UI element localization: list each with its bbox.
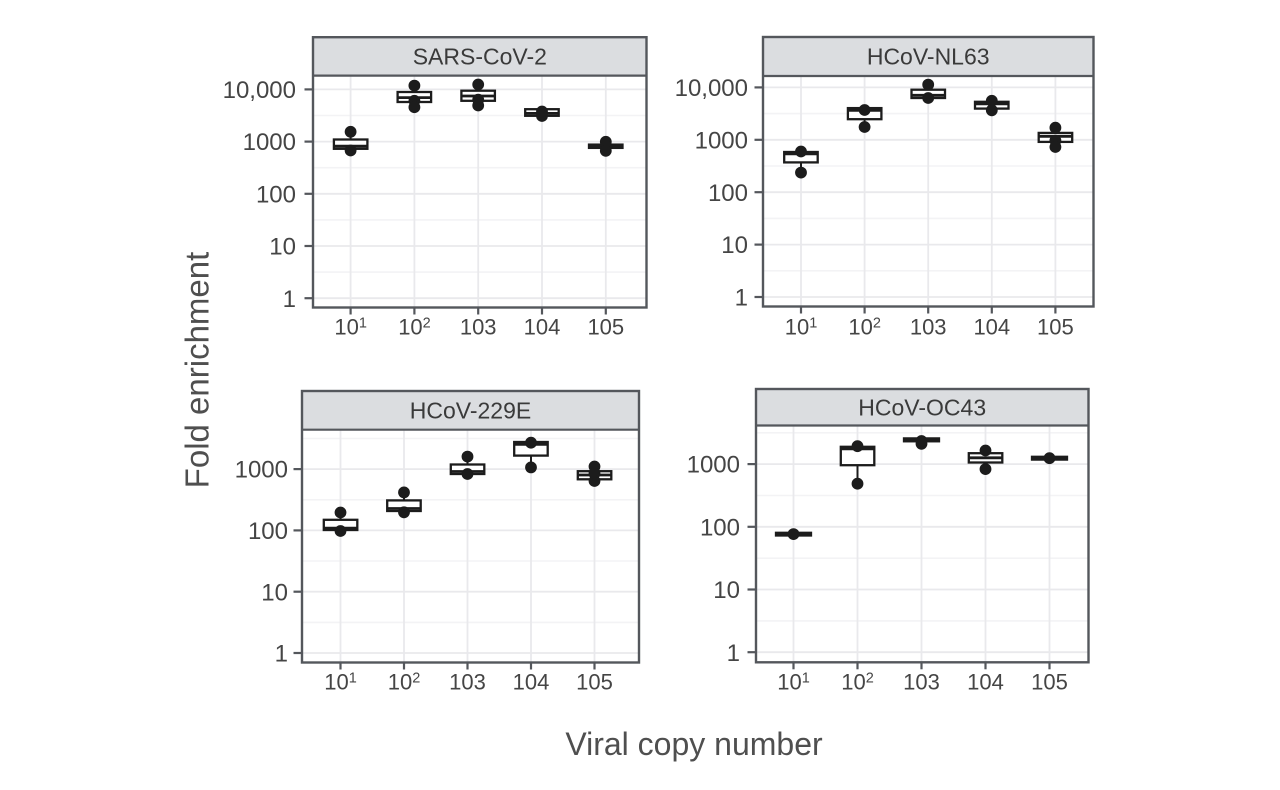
svg-text:1: 1 bbox=[735, 285, 748, 312]
svg-text:104: 104 bbox=[973, 315, 1010, 340]
svg-text:105: 105 bbox=[1031, 670, 1068, 695]
svg-text:100: 100 bbox=[248, 518, 288, 545]
svg-text:105: 105 bbox=[587, 315, 624, 340]
svg-text:105: 105 bbox=[1037, 315, 1074, 340]
svg-text:105: 105 bbox=[576, 670, 613, 695]
svg-text:HCoV-229E: HCoV-229E bbox=[410, 398, 531, 424]
svg-text:1: 1 bbox=[275, 641, 288, 668]
svg-text:1: 1 bbox=[283, 286, 296, 313]
svg-text:10: 10 bbox=[713, 577, 740, 604]
svg-text:10: 10 bbox=[269, 234, 296, 261]
svg-text:100: 100 bbox=[700, 514, 740, 541]
svg-text:103: 103 bbox=[903, 670, 940, 695]
svg-text:SARS-CoV-2: SARS-CoV-2 bbox=[413, 44, 547, 70]
svg-text:103: 103 bbox=[449, 670, 486, 695]
svg-text:10,000: 10,000 bbox=[223, 77, 296, 104]
svg-text:HCoV-NL63: HCoV-NL63 bbox=[867, 44, 990, 70]
svg-text:103: 103 bbox=[460, 315, 497, 340]
svg-text:10: 10 bbox=[261, 579, 288, 606]
svg-text:1: 1 bbox=[727, 640, 740, 667]
svg-text:1000: 1000 bbox=[235, 457, 288, 484]
svg-text:1000: 1000 bbox=[687, 452, 740, 479]
svg-text:1000: 1000 bbox=[243, 129, 296, 156]
svg-text:Fold enrichment: Fold enrichment bbox=[179, 252, 216, 489]
svg-text:10: 10 bbox=[721, 232, 748, 259]
svg-text:100: 100 bbox=[708, 180, 748, 207]
svg-text:Viral copy number: Viral copy number bbox=[565, 726, 823, 762]
svg-text:104: 104 bbox=[513, 670, 550, 695]
svg-text:104: 104 bbox=[524, 315, 561, 340]
svg-text:103: 103 bbox=[910, 315, 947, 340]
svg-text:1000: 1000 bbox=[695, 127, 748, 154]
svg-text:100: 100 bbox=[256, 181, 296, 208]
svg-text:HCoV-OC43: HCoV-OC43 bbox=[858, 394, 986, 420]
svg-text:104: 104 bbox=[967, 670, 1004, 695]
svg-text:10,000: 10,000 bbox=[675, 75, 748, 102]
